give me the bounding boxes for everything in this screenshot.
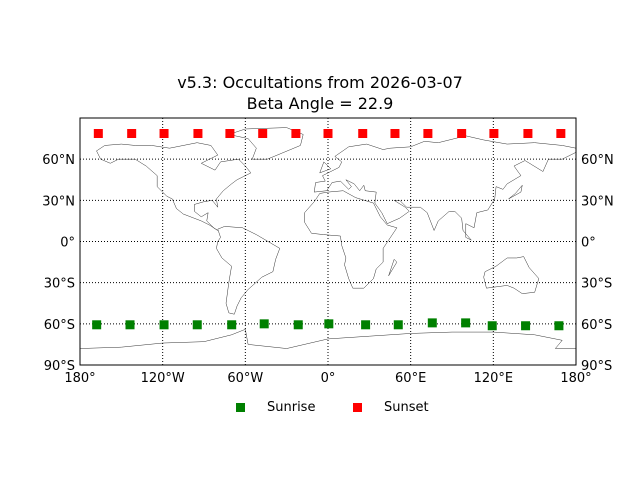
y-tick-label-left: 30°N [42, 194, 75, 209]
legend-item-sunrise: Sunrise [236, 400, 315, 415]
sunrise-marker [554, 321, 564, 331]
sunrise-marker [461, 318, 471, 328]
sunset-marker [258, 129, 268, 139]
y-tick-label-right: 0° [581, 236, 596, 251]
sunset-marker [159, 129, 169, 139]
sunrise-marker [293, 320, 303, 330]
sunset-marker [127, 129, 137, 139]
x-tick-label: 120°E [474, 371, 514, 386]
coastline-2 [227, 127, 304, 160]
sunset-marker [489, 129, 499, 139]
x-tick-label: 180° [560, 371, 591, 386]
y-tick-label-right: 30°N [581, 194, 614, 209]
sunrise-marker [227, 320, 237, 330]
x-tick-label: 120°W [141, 371, 185, 386]
y-tick-label-left: 30°S [44, 277, 75, 292]
sunset-marker [225, 129, 235, 139]
sunrise-marker [259, 319, 269, 329]
sunset-marker [556, 129, 566, 139]
x-tick-label: 180° [64, 371, 95, 386]
coastline-4 [304, 190, 398, 289]
legend-label-sunrise: Sunrise [267, 400, 316, 415]
sunrise-marker [427, 318, 437, 328]
coastline-6 [79, 328, 577, 366]
y-tick-label-left: 90°S [44, 359, 75, 374]
coastline-7 [319, 161, 332, 174]
sunrise-marker [393, 320, 403, 330]
coastline-1 [216, 226, 281, 315]
x-tick-label: 60°W [227, 371, 263, 386]
sunrise-marker [361, 320, 371, 330]
sunrise-marker [92, 320, 102, 330]
sunset-marker [358, 129, 368, 139]
sunrise-marker [192, 320, 202, 330]
chart-title-line1: v5.3: Occultations from 2026-03-07 [177, 73, 463, 92]
x-tick-label: 60°E [395, 371, 426, 386]
y-tick-label-right: 60°N [581, 153, 614, 168]
sunset-marker [323, 129, 333, 139]
legend: Sunrise Sunset [0, 400, 640, 420]
map-frame [79, 117, 577, 366]
sunset-marker [390, 129, 400, 139]
sunset-marker [457, 129, 467, 139]
y-tick-label-left: 60°N [42, 153, 75, 168]
x-tick-label: 0° [321, 371, 336, 386]
y-tick-label-right: 30°S [581, 277, 612, 292]
y-tick-label-left: 60°S [44, 318, 75, 333]
sunrise-marker [125, 320, 135, 330]
sunset-marker [193, 129, 203, 139]
legend-swatch-sunset [353, 403, 362, 412]
coastline-8 [508, 185, 523, 200]
legend-label-sunset: Sunset [384, 400, 429, 415]
sunset-marker [93, 129, 103, 139]
sunset-marker [423, 129, 433, 139]
sunset-marker [291, 129, 301, 139]
sunrise-marker [487, 321, 497, 331]
sunrise-marker [521, 321, 531, 331]
coastline-5 [483, 256, 540, 294]
y-tick-label-left: 0° [60, 236, 75, 251]
y-tick-label-right: 90°S [581, 359, 612, 374]
sunset-marker [523, 129, 533, 139]
sunrise-marker [324, 319, 334, 329]
legend-item-sunset: Sunset [353, 400, 429, 415]
chart-title-line2: Beta Angle = 22.9 [246, 94, 394, 113]
coastline-0 [96, 142, 252, 231]
coastline-9 [388, 258, 398, 276]
coastline-3 [313, 135, 577, 241]
legend-swatch-sunrise [236, 403, 245, 412]
sunrise-marker [159, 320, 169, 330]
y-tick-label-right: 60°S [581, 318, 612, 333]
